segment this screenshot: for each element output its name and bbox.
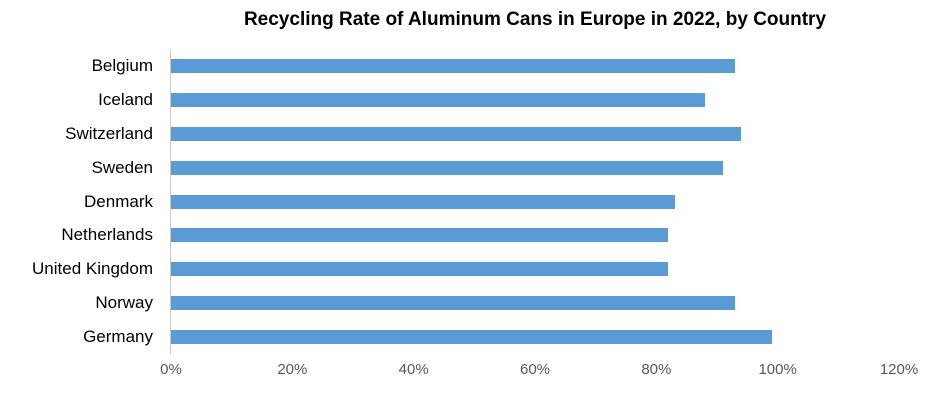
bar [171,330,772,345]
x-tick-label: 100% [758,361,797,378]
category-label: Switzerland [65,123,153,143]
bar-row: Norway [0,286,941,320]
category-label: Germany [83,327,153,347]
bar-row: Denmark [0,185,941,219]
category-label: Belgium [91,55,153,75]
bar [171,194,675,209]
bar [171,160,724,175]
x-tick-label: 80% [641,361,672,378]
x-axis: 0% 20% 40% 60% 80% 100% 120% [0,361,941,383]
bar-row: Switzerland [0,117,941,151]
bar-track [171,126,941,141]
bar-row: Iceland [0,83,941,117]
bar-track [171,92,941,107]
bar [171,58,736,73]
bar-track [171,194,941,209]
bar [171,92,705,107]
category-label: Denmark [84,191,153,211]
x-tick-label: 60% [519,361,551,378]
category-label: United Kingdom [32,259,153,279]
bar-track [171,228,941,243]
category-label: Sweden [91,157,153,177]
bar-track [171,58,941,73]
plot-area: Belgium Iceland Switzerland Sweden Denmark Ne… [0,49,941,354]
bar [171,228,669,243]
bar-row: Belgium [0,49,941,83]
chart-title: Recycling Rate of Aluminum Cans in Europ… [243,9,827,30]
bar-row: Germany [0,320,941,354]
bar-rows: Belgium Iceland Switzerland Sweden Denmark Ne… [0,49,941,354]
bar-row: Netherlands [0,218,941,252]
bar [171,296,736,311]
x-tick-label: 40% [398,361,429,378]
x-tick-label: 120% [879,361,919,378]
x-tick-label: 0% [160,361,182,378]
bar-track [171,296,941,311]
x-tick-label: 20% [277,361,308,378]
category-label: Netherlands [61,225,153,245]
category-label: Norway [95,293,153,313]
bar-track [171,262,941,277]
bar-track [171,330,941,345]
bar-track [171,160,941,175]
bar [171,126,742,141]
bar-row: Sweden [0,151,941,185]
y-axis-line [170,49,171,354]
bar [171,262,669,277]
bar-row: United Kingdom [0,252,941,286]
category-label: Iceland [98,89,153,109]
